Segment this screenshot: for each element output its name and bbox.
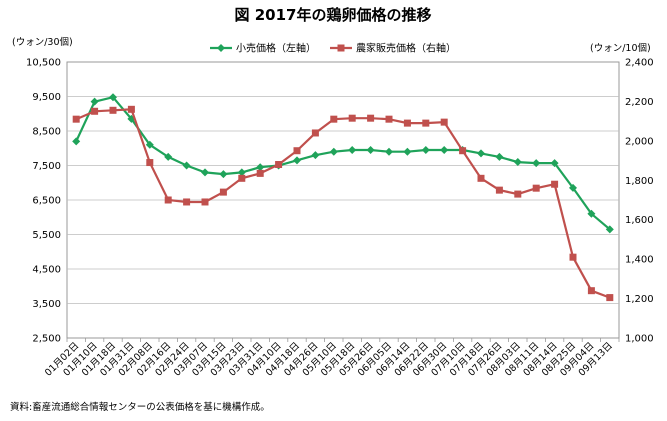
left-tick-label: 3,500	[32, 299, 61, 310]
legend-label: 小売価格（左軸）	[236, 42, 316, 55]
data-point-marker	[348, 145, 357, 154]
right-tick-label: 1,800	[625, 176, 654, 187]
data-point-marker	[385, 147, 393, 156]
left-tick-label: 4,500	[32, 265, 61, 276]
data-point-marker	[219, 188, 227, 196]
data-point-marker	[183, 198, 191, 206]
data-point-marker	[459, 147, 467, 155]
data-point-marker	[551, 180, 559, 188]
data-point-marker	[606, 294, 614, 302]
left-tick-label: 6,500	[32, 196, 61, 207]
data-point-marker	[256, 169, 264, 177]
data-point-marker	[513, 158, 522, 167]
data-point-marker	[311, 129, 319, 137]
source-note: 資料:畜産流通総合情報センターの公表価格を基に機構作成。	[10, 401, 270, 413]
data-point-marker	[72, 115, 80, 123]
data-point-marker	[477, 149, 485, 158]
data-point-marker	[440, 118, 448, 126]
data-point-marker	[201, 198, 209, 206]
data-point-marker	[91, 107, 99, 115]
data-point-marker	[514, 190, 522, 198]
data-point-marker	[422, 119, 430, 127]
data-point-marker	[495, 152, 504, 161]
right-axis-label: (ウォン/10個)	[590, 42, 651, 54]
data-point-marker	[403, 147, 412, 156]
data-point-marker	[550, 159, 559, 168]
right-tick-label: 2,200	[625, 97, 654, 108]
data-point-marker	[587, 287, 595, 295]
legend-label: 農家販売価格（右軸）	[356, 42, 456, 55]
data-point-marker	[440, 145, 449, 154]
left-tick-label: 8,500	[32, 127, 61, 138]
data-point-marker	[532, 159, 541, 168]
data-point-marker	[421, 145, 430, 154]
data-point-marker	[348, 114, 356, 122]
data-point-marker	[90, 97, 99, 106]
data-point-marker	[605, 225, 614, 234]
left-tick-label: 10,500	[26, 58, 61, 69]
chart-title: 図 2017年の鶏卵価格の推移	[235, 6, 432, 24]
data-point-marker	[569, 253, 577, 261]
data-point-marker	[587, 209, 596, 218]
left-tick-label: 9,500	[32, 92, 61, 103]
data-point-marker	[366, 145, 375, 154]
data-point-marker	[293, 147, 301, 155]
data-point-marker	[127, 105, 135, 113]
legend-marker	[337, 44, 345, 52]
left-tick-label: 2,500	[32, 334, 61, 345]
data-point-marker	[403, 119, 411, 127]
data-point-marker	[477, 174, 485, 182]
left-tick-label: 7,500	[32, 161, 61, 172]
right-tick-label: 2,400	[625, 58, 654, 69]
data-point-marker	[109, 106, 117, 114]
data-point-marker	[293, 156, 301, 165]
left-axis-label: (ウォン/30個)	[12, 36, 73, 48]
data-point-marker	[146, 159, 154, 167]
right-tick-label: 1,000	[625, 334, 654, 345]
data-point-marker	[311, 151, 320, 160]
right-tick-label: 1,600	[625, 215, 654, 226]
data-point-marker	[182, 161, 191, 170]
data-point-marker	[201, 168, 209, 177]
data-point-marker	[72, 137, 81, 146]
data-point-marker	[330, 115, 338, 123]
data-point-marker	[275, 161, 283, 169]
data-point-marker	[164, 196, 172, 204]
series-line	[75, 95, 611, 231]
data-point-marker	[569, 183, 577, 192]
data-point-marker	[329, 147, 338, 156]
data-point-marker	[164, 152, 173, 161]
data-point-marker	[367, 114, 375, 122]
right-tick-label: 1,200	[625, 294, 654, 305]
data-point-marker	[219, 170, 228, 179]
data-point-marker	[109, 93, 117, 102]
right-tick-label: 2,000	[625, 136, 654, 147]
right-tick-label: 1,400	[625, 255, 654, 266]
data-point-marker	[145, 140, 154, 149]
left-tick-label: 5,500	[32, 230, 61, 241]
data-point-marker	[237, 168, 246, 177]
data-point-marker	[532, 184, 540, 192]
data-point-marker	[385, 115, 393, 123]
data-point-marker	[495, 186, 503, 194]
data-point-marker	[256, 163, 265, 172]
data-point-marker	[238, 174, 246, 182]
legend-marker	[217, 44, 225, 52]
